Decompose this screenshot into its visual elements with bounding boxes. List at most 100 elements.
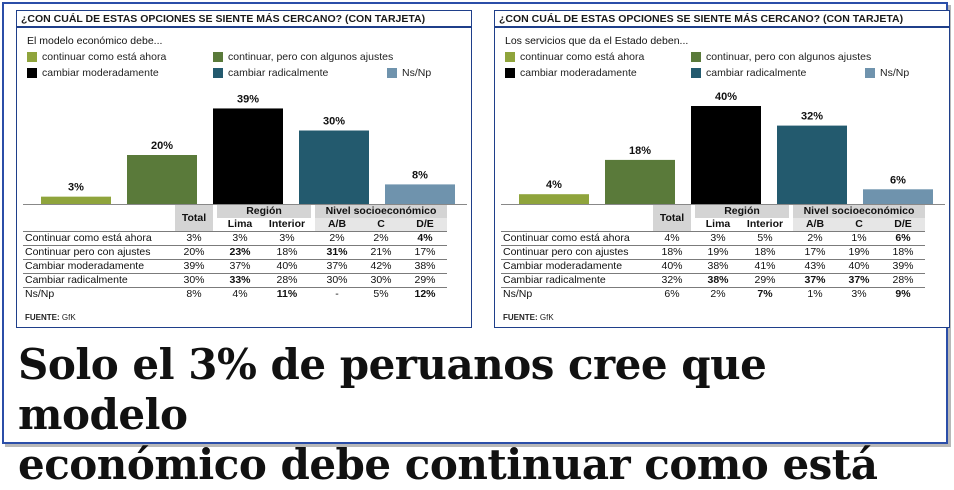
table-row: Continuar como está ahora 4% 3% 5% 2% 1%… xyxy=(501,231,925,246)
table-row: Ns/Np 6% 2% 7% 1% 3% 9% xyxy=(501,287,925,301)
col-header: C xyxy=(359,218,403,232)
bar-1 xyxy=(41,196,111,204)
legend-label: cambiar moderadamente xyxy=(42,67,159,79)
chart-subtitle: El modelo económico debe... xyxy=(27,35,163,47)
source-note: FUENTE: GfK xyxy=(25,313,76,322)
table-cell: 38% xyxy=(695,259,741,274)
table-cell: 7% xyxy=(741,287,789,301)
legend-swatch xyxy=(213,68,223,78)
group-header-region: Región xyxy=(217,205,311,218)
table-cell: 18% xyxy=(881,245,925,260)
legend-label: continuar, pero con algunos ajustes xyxy=(228,51,394,63)
legend-label: continuar, pero con algunos ajustes xyxy=(706,51,872,63)
row-label: Ns/Np xyxy=(23,287,175,301)
legend-swatch xyxy=(213,52,223,62)
row-label: Cambiar moderadamente xyxy=(23,259,175,274)
table-cell: 30% xyxy=(315,273,359,288)
legend-swatch xyxy=(505,52,515,62)
table-row: Ns/Np 8% 4% 11% - 5% 12% xyxy=(23,287,447,301)
group-header-region: Región xyxy=(695,205,789,218)
table-cell: 30% xyxy=(175,273,213,288)
table-row: Cambiar radicalmente 32% 38% 29% 37% 37%… xyxy=(501,273,925,288)
row-label: Continuar pero con ajustes xyxy=(23,245,175,260)
legend-swatch xyxy=(27,68,37,78)
bar-3 xyxy=(691,106,761,204)
bar-value-label: 3% xyxy=(68,182,84,194)
legend-label: continuar como está ahora xyxy=(520,51,645,63)
legend-item-cambiar-moderadamente: cambiar moderadamente xyxy=(505,67,637,79)
legend-label: Ns/Np xyxy=(402,67,432,79)
group-header-nse: Nivel socioeconómico xyxy=(793,205,925,218)
table-cell: 18% xyxy=(653,245,691,260)
table-cell: 30% xyxy=(359,273,403,288)
bar-value-label: 6% xyxy=(890,174,906,186)
col-header: Interior xyxy=(746,218,784,230)
col-header: Lima xyxy=(705,218,731,230)
row-label: Continuar pero con ajustes xyxy=(501,245,653,260)
table-cell: 28% xyxy=(881,273,925,288)
question-title: ¿CON CUÁL DE ESTAS OPCIONES SE SIENTE MÁ… xyxy=(495,11,949,28)
table-cell: 21% xyxy=(359,245,403,260)
table-cell: 18% xyxy=(263,245,311,260)
chart-subtitle: Los servicios que da el Estado deben... xyxy=(505,35,689,47)
col-header-total: Total xyxy=(653,205,691,232)
table-cell: 38% xyxy=(695,273,741,288)
table-cell: 38% xyxy=(403,259,447,274)
legend-label: Ns/Np xyxy=(880,67,910,79)
bar-value-label: 20% xyxy=(151,140,173,152)
bar-5 xyxy=(385,184,455,204)
table-row: Cambiar moderadamente 40% 38% 41% 43% 40… xyxy=(501,259,925,274)
bar-2 xyxy=(605,159,675,204)
table-cell: 2% xyxy=(315,231,359,246)
legend-swatch xyxy=(505,68,515,78)
bar-chart-modelo-economico: 3% 20% 39% 30% 8% xyxy=(23,93,467,205)
row-label: Continuar como está ahora xyxy=(501,231,653,246)
table-cell: 43% xyxy=(793,259,837,274)
table-cell: 17% xyxy=(793,245,837,260)
table-cell: 3% xyxy=(263,231,311,246)
bar-4 xyxy=(299,130,369,204)
table-cell: 6% xyxy=(653,287,691,301)
col-header: Lima xyxy=(227,218,253,230)
table-cell: 42% xyxy=(359,259,403,274)
table-cell: 6% xyxy=(881,231,925,246)
table-cell: 17% xyxy=(403,245,447,260)
bar-value-label: 8% xyxy=(412,169,428,181)
legend-item-continuar-ajustes: continuar, pero con algunos ajustes xyxy=(213,51,393,63)
bar-value-label: 30% xyxy=(323,116,345,128)
row-label: Cambiar radicalmente xyxy=(23,273,175,288)
bar-value-label: 39% xyxy=(237,93,259,105)
bar-3 xyxy=(213,108,283,204)
headline: Solo el 3% de peruanos cree que modelo e… xyxy=(18,340,938,490)
table-cell: 8% xyxy=(175,287,213,301)
table-cell: 2% xyxy=(793,231,837,246)
table-cell: 4% xyxy=(403,231,447,246)
table-row: Continuar pero con ajustes 20% 23% 18% 3… xyxy=(23,245,447,260)
table-cell: 37% xyxy=(315,259,359,274)
table-row: Continuar pero con ajustes 18% 19% 18% 1… xyxy=(501,245,925,260)
table-cell: 18% xyxy=(741,245,789,260)
table-cell: 2% xyxy=(695,287,741,301)
legend-swatch xyxy=(27,52,37,62)
table-cell: - xyxy=(315,287,359,301)
table-cell: 4% xyxy=(653,231,691,246)
legend-item-cambiar-radicalmente: cambiar radicalmente xyxy=(213,67,328,79)
bar-value-label: 4% xyxy=(546,179,562,191)
table-cell: 23% xyxy=(217,245,263,260)
row-label: Ns/Np xyxy=(501,287,653,301)
legend-swatch xyxy=(387,68,397,78)
source-value: GfK xyxy=(61,313,76,322)
table-cell: 19% xyxy=(695,245,741,260)
legend-item-ns-np: Ns/Np xyxy=(865,67,909,79)
panel-modelo-economico: ¿CON CUÁL DE ESTAS OPCIONES SE SIENTE MÁ… xyxy=(16,10,472,328)
table-cell: 12% xyxy=(403,287,447,301)
table-cell: 20% xyxy=(175,245,213,260)
table-cell: 32% xyxy=(653,273,691,288)
table-cell: 40% xyxy=(653,259,691,274)
legend-label: cambiar radicalmente xyxy=(706,67,807,79)
row-label: Cambiar moderadamente xyxy=(501,259,653,274)
headline-line-1: Solo el 3% de peruanos cree que modelo xyxy=(18,340,767,439)
legend-item-ns-np: Ns/Np xyxy=(387,67,431,79)
col-header-total: Total xyxy=(175,205,213,232)
